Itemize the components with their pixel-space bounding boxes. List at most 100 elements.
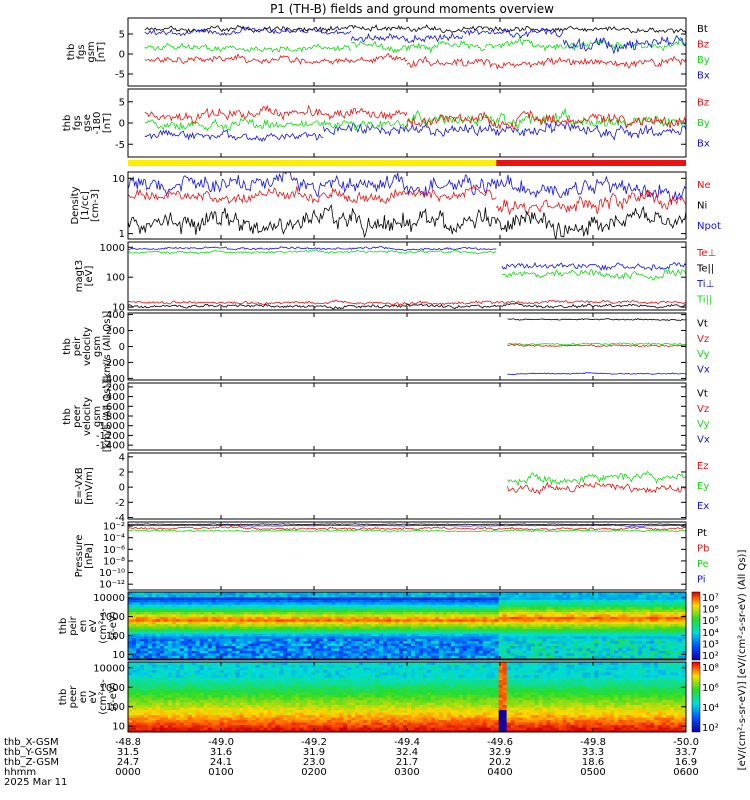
series-exb-Ey <box>507 470 686 487</box>
colorbar-label: [eV/(cm²-s-sr-eV)] [eV/(cm²-s-sr-eV) (Al… <box>737 550 748 771</box>
legend-magt3-3: Ti|| <box>696 294 712 305</box>
figure-title: P1 (TH-B) fields and ground moments over… <box>270 2 554 16</box>
panel-fgs_gsm: -5 0 5 thbfgsgsm[nT] Bt Bz By Bx <box>66 17 710 87</box>
ylabel-peer_eflux: thbpeereneV(cm²-s-sr-eV) <box>58 679 119 715</box>
series-magt3-Ti|| <box>128 249 686 281</box>
ylabel-exb: E=-VxB[mV/m] <box>74 467 95 505</box>
legend-peir_vel-2: Vy <box>697 349 710 360</box>
ytick-exb: -4 <box>115 513 125 524</box>
legend-exb-1: Ey <box>697 481 709 492</box>
legend-density-1: Ni <box>697 201 707 212</box>
spectrogram-peer_eflux <box>128 662 686 732</box>
ytick-fgs_gsm: 5 <box>119 30 125 41</box>
xaxis-tick: 31.5 <box>117 747 139 758</box>
frame-fgs_gse <box>127 88 687 158</box>
ytick-exb: 2 <box>119 467 125 478</box>
ytick-peer_vel: -400 <box>102 392 125 403</box>
colorbar-tick: 10⁵ <box>702 616 719 627</box>
xaxis-tick: 33.3 <box>582 747 604 758</box>
xaxis-tick: 0500 <box>580 767 605 778</box>
xaxis-tick: -49.8 <box>580 737 606 748</box>
legend-magt3-1: Te|| <box>696 263 714 274</box>
legend-peer_vel-1: Vz <box>697 404 709 415</box>
ytick-peer_vel: -200 <box>102 382 125 393</box>
xaxis-date: 2025 Mar 11 <box>4 777 67 788</box>
x-axis-labels: thb_X-GSM -48.8 -49.0 -49.2 -49.4 -49.6 -49.8 -… <box>4 737 699 788</box>
series-density-Ne <box>128 184 686 216</box>
panel-fgs_gse: -5 0 5 thbfgsgse-180[nT] Bz By Bx <box>62 88 710 158</box>
legend-peer_vel-3: Vx <box>697 434 710 445</box>
series-density-Ni <box>128 203 686 239</box>
legend-fgs_gsm-2: By <box>697 55 710 66</box>
legend-pressure-0: Pt <box>697 528 707 539</box>
ytick-peir_eflux: 10 <box>112 650 125 661</box>
ytick-peir_vel: -400 <box>102 374 125 385</box>
series-pressure-Pe <box>128 529 686 533</box>
ylabel-fgs_gse: thbfgsgse-180[nT] <box>62 112 113 135</box>
spectrogram-peir_eflux <box>128 592 686 660</box>
xaxis-tick: 31.9 <box>303 747 325 758</box>
xaxis-row-label: thb_Z-GSM <box>4 757 59 768</box>
ytick-density: 1 <box>119 229 125 240</box>
ytick-peer_eflux: 100 <box>106 702 125 713</box>
ytick-fgs_gse: -5 <box>115 140 125 151</box>
panel-exb: -4 -2 0 2 4 E=-VxB[mV/m] Ez Ey Ex <box>74 452 709 524</box>
colorbar-tick: 10² <box>702 651 719 662</box>
frame-pressure <box>127 521 687 591</box>
ytick-peir_vel: 0 <box>119 342 125 353</box>
legend-exb-2: Ex <box>697 501 709 512</box>
legend-peer_vel-0: Vt <box>697 389 708 400</box>
ytick-peer_vel: -600 <box>102 402 125 413</box>
mode-bar-segment-1 <box>496 160 686 166</box>
legend-density-2: Npot <box>697 221 721 232</box>
ytick-peer_vel: -1200 <box>96 431 125 442</box>
ylabel-magt3: magt3[eV] <box>74 260 95 293</box>
ytick-exb: -2 <box>115 498 125 509</box>
ytick-peir_eflux: 100 <box>106 631 125 642</box>
colorbar-0 <box>691 591 701 661</box>
ytick-peer_vel: -1000 <box>96 421 125 432</box>
panel-peer_eflux: 10 100 1000 10000 thbpeereneV(cm²-s-sr-eV) <box>58 661 687 733</box>
xaxis-row-label: thb_X-GSM <box>4 737 59 748</box>
ytick-pressure: 10⁻⁸ <box>103 556 125 567</box>
series-fgs_gsm-Bz <box>144 52 686 70</box>
xaxis-tick: 0600 <box>673 767 698 778</box>
series-fgs_gsm-By <box>144 35 686 54</box>
xaxis-tick: 24.1 <box>210 757 232 768</box>
legend-pressure-2: Pe <box>697 559 709 570</box>
legend-peir_vel-3: Vx <box>697 364 710 375</box>
series-magt3-Ti⊥ <box>128 246 686 272</box>
ytick-pressure: 10⁻² <box>103 522 125 533</box>
ytick-peir_vel: 400 <box>106 310 125 321</box>
ylabel-pressure: Pressure[nPa] <box>74 535 95 578</box>
legend-peir_vel-0: Vt <box>697 319 708 330</box>
ytick-peer_eflux: 1000 <box>100 683 125 694</box>
ytick-fgs_gsm: -5 <box>115 70 125 81</box>
legend-magt3-0: Te⊥ <box>696 248 716 259</box>
colorbar-tick: 10² <box>702 723 719 734</box>
ytick-peer_vel: -1400 <box>96 441 125 452</box>
colorbar-tick: 10⁴ <box>702 703 719 714</box>
ylabel-peir_eflux: thbpeireneV(cm²-s-sr-eV) <box>58 608 119 644</box>
frame-peer_vel <box>127 382 687 451</box>
series-peir_vel-Vt <box>507 318 686 321</box>
ytick-peir_eflux: 1000 <box>100 612 125 623</box>
legend-fgs_gsm-1: Bz <box>697 39 709 50</box>
ylabel-fgs_gsm: thbfgsgsm[nT] <box>66 41 107 62</box>
colorbar-tick: 10⁶ <box>702 683 719 694</box>
legend-fgs_gsm-0: Bt <box>697 24 708 35</box>
legend-exb-0: Ez <box>697 461 709 472</box>
xaxis-tick: 32.4 <box>396 747 418 758</box>
xaxis-tick: -49.6 <box>487 737 513 748</box>
legend-pressure-3: Pi <box>697 574 706 585</box>
frame-fgs_gsm <box>127 17 687 87</box>
series-fgs_gsm-Bt <box>144 24 686 34</box>
ytick-peir_eflux: 10000 <box>93 593 125 604</box>
mode-bar-segment-0 <box>128 160 497 166</box>
xaxis-row-label: hhmm <box>4 767 36 778</box>
xaxis-tick: -50.0 <box>673 737 699 748</box>
series-pressure-Pb <box>128 525 686 531</box>
